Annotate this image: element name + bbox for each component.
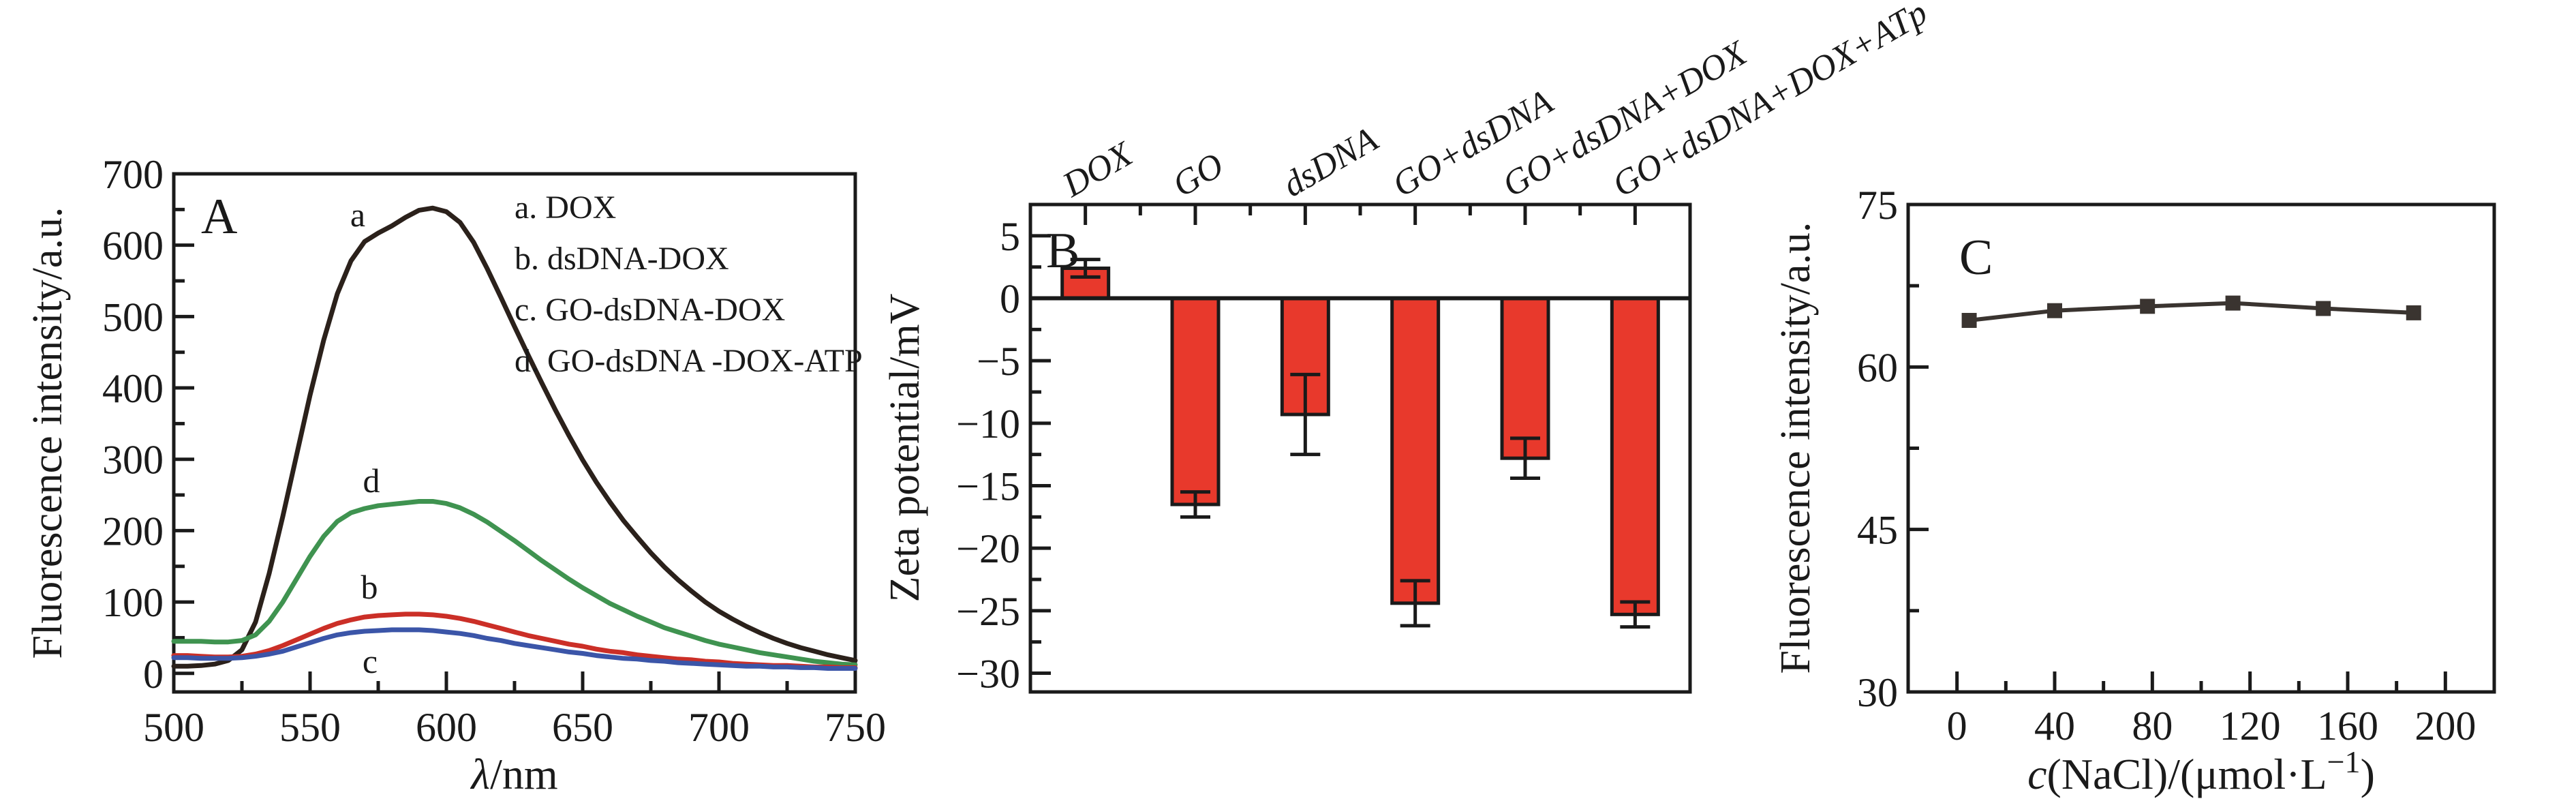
panel-c-y-axis-title: Fluorescence intensity/a.u. <box>1773 222 1819 674</box>
panel-c-data-point <box>1961 313 1977 329</box>
panel-c-data-line <box>1969 301 2414 322</box>
panel-a-letter: A <box>201 189 237 245</box>
panel-a-y-tick-label: 300 <box>102 438 164 483</box>
panel-c-x-axis-title: c(NaCl)/(μmol·L−1) <box>2027 744 2375 798</box>
panel-a-x-tick-label: 750 <box>825 705 886 750</box>
panel-a-legend-line: b. dsDNA-DOX <box>515 241 729 277</box>
curve-label-b: b <box>361 568 378 606</box>
panel-a-x-axis-title: λ/nm <box>470 750 557 798</box>
panel-b-y-tick-label: 0 <box>1000 277 1020 322</box>
panel-b-y-tick-label: −25 <box>956 589 1020 634</box>
panel-b-y-tick-label: −5 <box>977 339 1020 384</box>
panel-b-letter: B <box>1046 223 1079 279</box>
panel-a-x-tick-label: 650 <box>552 705 613 750</box>
bar-go-dsdna-dox <box>1500 297 1550 460</box>
panel-a-x-tick-label: 550 <box>279 705 341 750</box>
curve-a <box>171 205 858 669</box>
curve-c <box>171 627 858 671</box>
panel-c-x-tick-label: 120 <box>2220 704 2281 749</box>
panel-a-x-tick-label: 500 <box>143 705 204 750</box>
panel-b-y-tick-label: −20 <box>956 526 1020 571</box>
panel-a-y-tick-label: 500 <box>102 294 164 339</box>
panel-c-frame <box>1906 202 2496 694</box>
panel-a-y-tick-label: 700 <box>102 152 164 197</box>
panel-a-legend-line: c. GO-dsDNA-DOX <box>515 292 785 328</box>
panel-c-x-tick-label: 40 <box>2034 704 2075 749</box>
curve-label-c: c <box>363 642 378 680</box>
panel-c-y-tick-label: 30 <box>1857 670 1898 715</box>
panel-a-fluorescence-spectra-chart: 500 550 600 650 700 750 0 100 200 300 400 500 600 700… <box>25 152 886 798</box>
panel-c-y-tick-label: 60 <box>1857 345 1898 390</box>
panel-c-nacl-fluorescence-chart: 0 40 80 120 160 200 30 45 60 75 Cc(NaCl)/(μmol·L−1… <box>1773 183 2496 798</box>
panel-a-y-axis-title: Fluorescence intensity/a.u. <box>25 207 71 659</box>
panel-c-x-tick-label: 200 <box>2414 704 2476 749</box>
panel-c-x-tick-label: 80 <box>2132 704 2173 749</box>
panel-b-y-tick-label: −15 <box>956 464 1020 509</box>
panel-c-data-point <box>2225 295 2241 311</box>
panel-b-y-axis-title: Zeta potential/mV <box>882 293 928 602</box>
panel-c-data-point <box>2140 299 2156 314</box>
panel-b-y-tick-label: 5 <box>1000 214 1020 259</box>
category-label-dox: DOX <box>1056 134 1140 205</box>
panel-c-x-tick-label: 160 <box>2317 704 2378 749</box>
panel-c-letter: C <box>1959 230 1993 286</box>
bar-go-dsdna-dox-atp <box>1610 297 1660 616</box>
panel-c-data-point <box>2047 303 2062 318</box>
panel-b-y-tick-label: −10 <box>956 402 1020 447</box>
panel-b-frame <box>1028 202 1692 694</box>
panel-a-y-tick-label: 600 <box>102 224 164 269</box>
panel-a-legend-line: d. GO-dsDNA -DOX-ATP <box>515 343 863 379</box>
panel-c-data-point <box>2316 301 2331 316</box>
panel-a-legend-line: a. DOX <box>515 190 616 226</box>
panel-a-x-tick-label: 700 <box>688 705 750 750</box>
panel-c-x-tick-label: 0 <box>1947 704 1967 749</box>
panel-c-data-point <box>2406 305 2421 320</box>
panel-a-y-tick-label: 100 <box>102 580 164 625</box>
panel-a-x-tick-label: 600 <box>416 705 477 750</box>
curve-d <box>171 499 858 667</box>
curve-label-d: d <box>363 462 380 500</box>
category-label-dsdna: dsDNA <box>1276 120 1385 205</box>
panel-c-y-tick-label: 75 <box>1857 183 1898 228</box>
panel-a-y-tick-label: 400 <box>102 366 164 411</box>
curve-b <box>171 611 858 670</box>
bar-go-dsdna <box>1390 297 1441 605</box>
panel-a-y-tick-label: 200 <box>102 509 164 554</box>
panel-a-y-tick-label: 0 <box>143 652 164 697</box>
category-label-go: GO <box>1167 145 1231 205</box>
panel-b-y-tick-label: −30 <box>956 652 1020 697</box>
panel-c-y-tick-label: 45 <box>1857 508 1898 553</box>
bar-go <box>1170 297 1221 507</box>
curve-label-a: a <box>350 196 365 234</box>
